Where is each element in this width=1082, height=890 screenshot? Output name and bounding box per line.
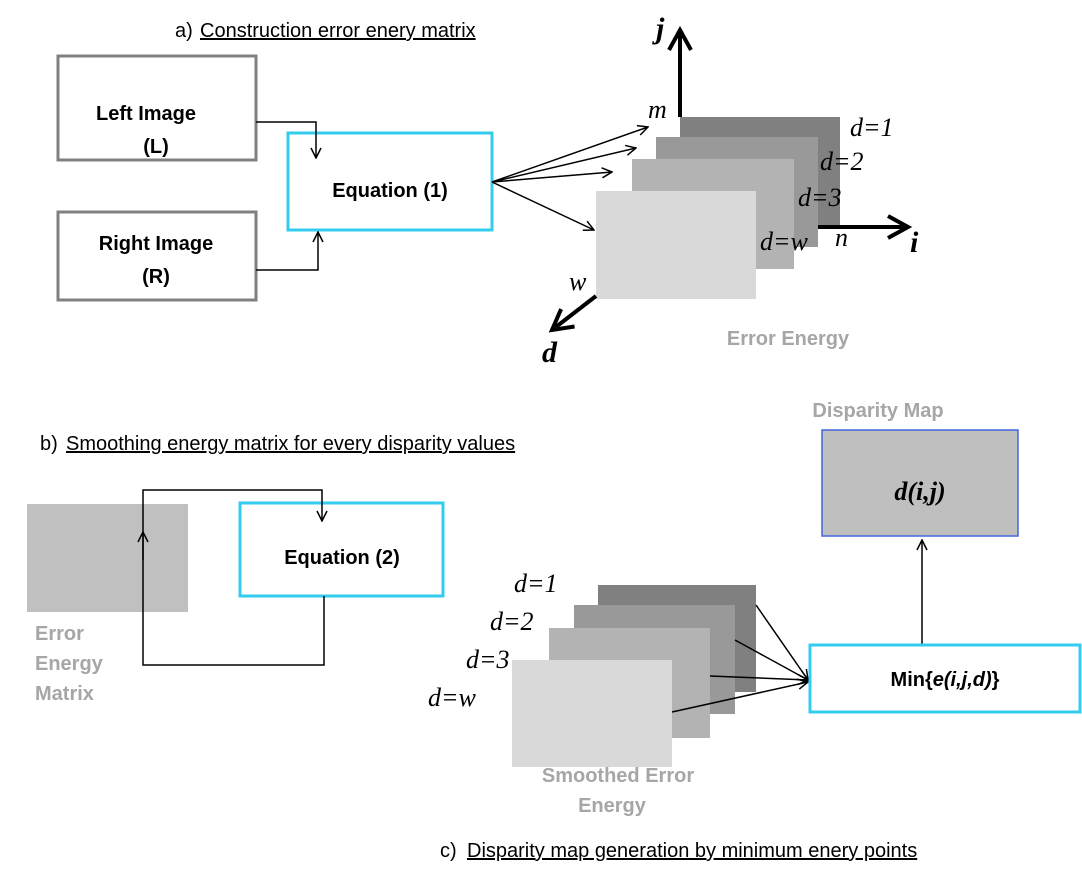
text: Min{ <box>891 669 933 691</box>
loop-arrow <box>142 489 324 666</box>
layer <box>596 191 756 299</box>
caption: Energy <box>35 653 104 675</box>
matrix <box>27 504 188 612</box>
layer-label: d=2 <box>820 147 864 176</box>
layer-label: d=w <box>760 227 809 256</box>
layer-label: d=1 <box>514 569 558 598</box>
layer <box>512 660 672 767</box>
arrow <box>491 181 594 230</box>
caption: Matrix <box>35 683 94 705</box>
arrow <box>755 604 808 680</box>
section-title: Disparity map generation by minimum ener… <box>467 840 917 862</box>
map-label: d(i,j) <box>894 477 945 506</box>
equation-box <box>238 501 445 598</box>
arrow <box>491 172 612 183</box>
equation-box <box>286 131 494 232</box>
layer-label: d=3 <box>466 645 510 674</box>
section-title: Smoothing energy matrix for every dispar… <box>66 433 515 455</box>
box-label: Min{e(i,j,d)} <box>891 669 1000 691</box>
section-label: c) <box>440 840 457 862</box>
arrow <box>671 682 808 713</box>
axis-label: d <box>542 336 558 369</box>
section-title: Construction error enery matrix <box>200 20 476 42</box>
section-label: a) <box>175 20 193 42</box>
axis-label: i <box>910 226 919 259</box>
box-label: (L) <box>143 136 169 158</box>
right-image-box <box>56 210 258 302</box>
caption: Energy <box>578 795 647 817</box>
caption: Disparity Map <box>812 400 943 422</box>
layer-label: d=3 <box>798 183 842 212</box>
box-label: Equation (1) <box>332 180 448 202</box>
caption: Error Energy <box>727 328 850 350</box>
axis <box>552 294 598 330</box>
box-label: Left Image <box>96 103 196 125</box>
disparity-map <box>821 429 1019 537</box>
box-label: Right Image <box>99 233 213 255</box>
caption: Error <box>35 623 84 645</box>
box-label: (R) <box>142 266 170 288</box>
arrow <box>491 148 636 183</box>
axis-label: m <box>648 95 667 124</box>
arrow <box>256 232 318 271</box>
section-label: b) <box>40 433 58 455</box>
layer-label: d=1 <box>850 113 894 142</box>
axis-label: n <box>835 223 848 252</box>
layer-label: d=2 <box>490 607 534 636</box>
min-box <box>808 643 1082 714</box>
left-image-box <box>56 54 258 162</box>
arrow <box>256 121 316 158</box>
layer-label: d=w <box>428 683 477 712</box>
caption: Smoothed Error <box>542 765 694 787</box>
axis-label: j <box>652 12 665 45</box>
arrow <box>491 127 648 183</box>
arrow <box>709 676 808 680</box>
axis-label: w <box>569 267 587 296</box>
box-label: Equation (2) <box>284 547 400 569</box>
text: } <box>992 669 1000 691</box>
arrow <box>734 639 808 680</box>
text: e(i,j,d) <box>933 669 992 691</box>
